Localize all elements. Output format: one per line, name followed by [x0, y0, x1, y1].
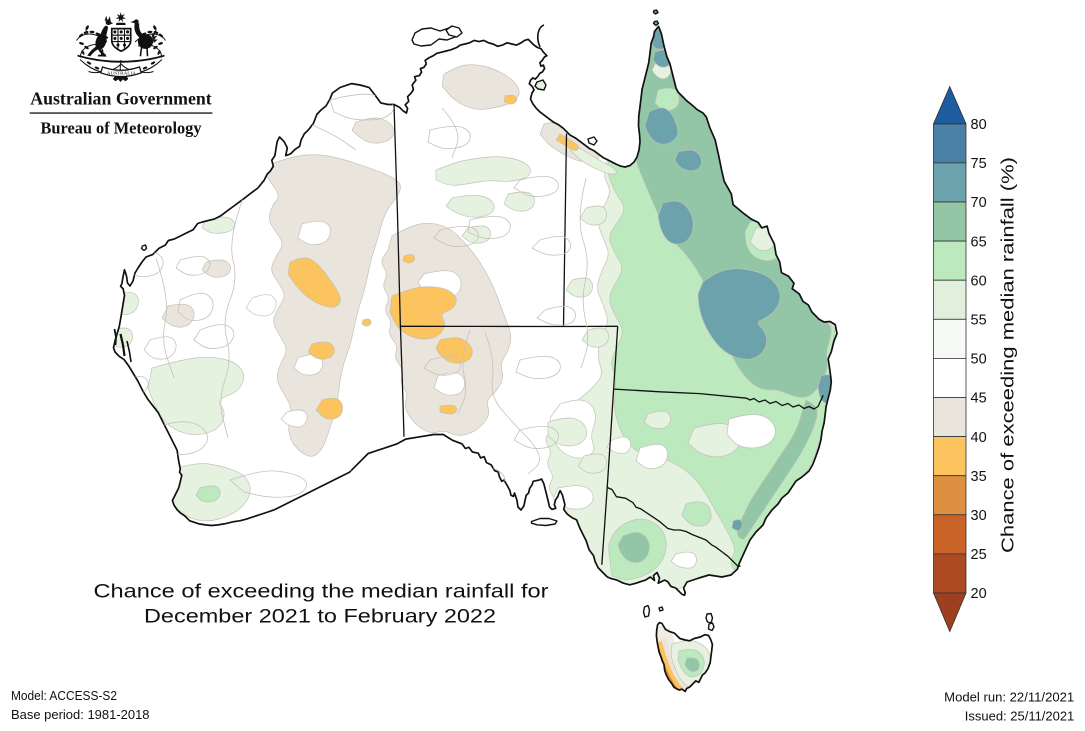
svg-text:70: 70 — [971, 195, 987, 211]
svg-text:50: 50 — [971, 352, 987, 368]
svg-text:Model run: 22/11/2021: Model run: 22/11/2021 — [944, 691, 1074, 705]
svg-text:Bureau of Meteorology: Bureau of Meteorology — [41, 119, 203, 138]
svg-text:Chance of exceeding median rai: Chance of exceeding median rainfall (%) — [998, 157, 1018, 553]
svg-text:Australian Government: Australian Government — [30, 89, 212, 109]
svg-text:December 2021 to February 2022: December 2021 to February 2022 — [144, 605, 496, 627]
svg-text:30: 30 — [971, 508, 987, 524]
svg-text:Model: ACCESS-S2: Model: ACCESS-S2 — [11, 689, 117, 703]
svg-text:65: 65 — [971, 234, 987, 250]
svg-text:Base period: 1981-2018: Base period: 1981-2018 — [11, 708, 150, 722]
svg-text:80: 80 — [971, 117, 987, 133]
svg-text:25: 25 — [971, 547, 987, 563]
svg-text:55: 55 — [971, 313, 987, 329]
svg-text:35: 35 — [971, 469, 987, 485]
svg-text:40: 40 — [971, 430, 987, 446]
svg-text:Chance of exceeding the median: Chance of exceeding the median rainfall … — [94, 580, 550, 602]
svg-text:45: 45 — [971, 391, 987, 407]
svg-text:60: 60 — [971, 273, 987, 289]
svg-text:Issued: 25/11/2021: Issued: 25/11/2021 — [965, 709, 1075, 723]
svg-text:AUSTRALIA: AUSTRALIA — [107, 70, 137, 75]
svg-text:75: 75 — [971, 156, 987, 172]
svg-text:20: 20 — [971, 586, 987, 602]
